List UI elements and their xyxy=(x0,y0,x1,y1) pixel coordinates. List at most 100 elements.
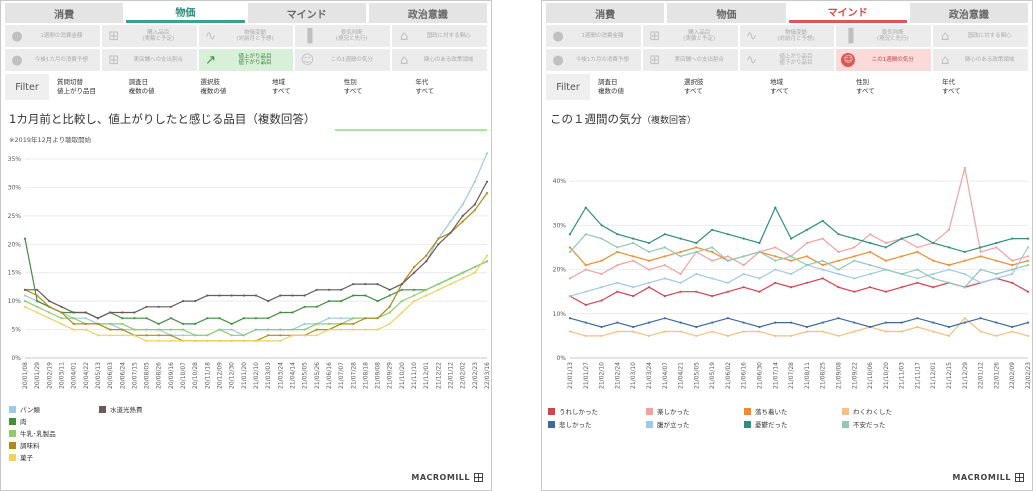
subtab-item[interactable]: ☺ この1週間の気分 xyxy=(295,49,391,71)
chart-subtitle: （複数回答） xyxy=(642,116,697,126)
data-point xyxy=(663,255,666,258)
legend-label: 落ち着いた xyxy=(755,408,788,416)
data-point xyxy=(48,305,51,308)
x-tick-label: 21/10/20 xyxy=(399,362,406,389)
subtab-item[interactable]: ● 1週間の消費金額 xyxy=(5,25,100,47)
data-point xyxy=(774,268,777,271)
data-point xyxy=(279,339,282,342)
legend-label: わくわくした xyxy=(853,408,892,416)
filter-gender[interactable]: 性別 すべて xyxy=(856,78,942,97)
data-point xyxy=(133,317,136,320)
tab-politics[interactable]: 政治意識 xyxy=(368,3,487,23)
data-point xyxy=(1011,281,1014,284)
subtab-item[interactable]: ⌂ 国政に対する関心 xyxy=(392,25,487,47)
data-point xyxy=(758,277,761,280)
filter-button[interactable]: Filter xyxy=(5,74,49,100)
data-point xyxy=(805,281,808,284)
filter-choice[interactable]: 選択肢 すべて xyxy=(684,78,770,97)
legend-item: 腹が立った xyxy=(646,419,690,429)
data-point xyxy=(600,272,603,276)
subtab-item[interactable]: ↗ 値上がり品目 値下がり品目 xyxy=(198,49,294,71)
data-point xyxy=(485,260,489,263)
subtab-item[interactable]: ▐ 景気判断 (現況と先行) xyxy=(295,25,391,47)
data-point xyxy=(449,231,452,234)
data-point xyxy=(616,321,619,324)
filter-region[interactable]: 地域 すべて xyxy=(770,78,856,97)
series-line xyxy=(569,206,1028,253)
subtab-item[interactable]: ∿ 物価変動 (対前月と予想) xyxy=(198,25,294,47)
tab-consumption[interactable]: 消費 xyxy=(546,3,665,23)
tab-mind[interactable]: マインド xyxy=(788,3,907,23)
filter-date[interactable]: 調査日 複数の値 xyxy=(129,78,201,97)
x-tick-label: 21/02/24 xyxy=(614,362,621,389)
data-point xyxy=(616,250,619,253)
chart-title: この１週間の気分（複数回答） xyxy=(550,111,696,127)
data-point xyxy=(84,311,87,314)
subtab-item[interactable]: ∿ 値上がり品目 値下がり品目 xyxy=(739,49,835,71)
x-tick-label: 21/05/26 xyxy=(314,362,321,389)
subtab-label: この1週間の気分 xyxy=(330,56,373,63)
data-point xyxy=(352,328,355,331)
data-point xyxy=(254,339,258,342)
series-line xyxy=(569,317,1029,337)
data-point xyxy=(932,286,935,289)
subtab-item[interactable]: ● 1週間の消費金額 xyxy=(546,25,641,47)
x-tick-label: 20/08/05 xyxy=(144,362,151,389)
data-point xyxy=(449,277,452,280)
y-tick-label: 20% xyxy=(553,267,567,274)
tab-prices[interactable]: 物価 xyxy=(667,3,786,23)
cart-icon: ⊞ xyxy=(649,52,661,68)
x-tick-label: 21/03/24 xyxy=(277,362,284,389)
filter-age[interactable]: 年代 すべて xyxy=(415,78,487,97)
subtab-item[interactable]: ☺ この1週間の気分 xyxy=(836,49,932,71)
tab-prices[interactable]: 物価 xyxy=(126,3,245,23)
filter-age[interactable]: 年代 すべて xyxy=(942,78,1028,97)
x-tick-label: 22/02/02 xyxy=(460,362,467,389)
subtab-item[interactable]: ⊞ 実店舗への支出割合 xyxy=(101,49,197,71)
data-point xyxy=(400,300,403,303)
subtab-item[interactable]: ⌂ 関心のある政策領域 xyxy=(392,49,487,71)
data-point xyxy=(837,268,840,271)
legend-swatch xyxy=(9,405,16,413)
tab-mind[interactable]: マインド xyxy=(247,3,366,23)
x-tick-label: 20/12/09 xyxy=(217,362,224,389)
data-point xyxy=(916,246,919,249)
subtab-item[interactable]: ▐ 景気判断 (現況と先行) xyxy=(836,25,932,47)
subtab-item[interactable]: ⊞ 実店舗への支出割合 xyxy=(642,49,738,71)
data-point xyxy=(600,259,603,262)
legend-swatch xyxy=(9,417,16,425)
filter-question[interactable]: 質問切替 値上がり品目 xyxy=(57,78,129,97)
tab-politics[interactable]: 政治意識 xyxy=(909,3,1028,23)
data-point xyxy=(109,334,112,337)
filter-choice[interactable]: 選択肢 複数の値 xyxy=(200,78,272,97)
data-point xyxy=(291,294,294,297)
filter-gender[interactable]: 性別 すべて xyxy=(344,78,416,97)
filter-value: 複数の値 xyxy=(598,87,624,95)
subtab-item[interactable]: ⊞ 購入品目 (実績と予定) xyxy=(642,25,738,47)
tab-consumption[interactable]: 消費 xyxy=(5,3,124,23)
subtab-item[interactable]: ⌂ 国政に対する関心 xyxy=(933,25,1028,47)
trend-icon: ∿ xyxy=(746,28,758,44)
x-tick-label: 21/01/13 xyxy=(567,362,574,389)
data-point xyxy=(23,305,27,308)
data-point xyxy=(790,259,793,262)
subtab-item[interactable]: ● 今後1カ月の消費予想 xyxy=(5,49,100,71)
data-point xyxy=(869,233,872,236)
legend-item: 水道光熱費 xyxy=(99,404,143,414)
data-point xyxy=(242,334,245,337)
filter-button[interactable]: Filter xyxy=(546,74,590,100)
legend-swatch xyxy=(548,407,555,415)
data-point xyxy=(584,268,587,271)
series-line xyxy=(24,255,488,342)
subtab-item[interactable]: ∿ 物価変動 (対前月と予想) xyxy=(739,25,835,47)
data-point xyxy=(182,300,185,303)
data-point xyxy=(837,233,840,236)
filter-date[interactable]: 調査日 複数の値 xyxy=(598,78,684,97)
x-tick-label: 21/12/01 xyxy=(423,362,430,389)
subtab-item[interactable]: ⌂ 関心のある政策領域 xyxy=(933,49,1028,71)
data-point xyxy=(568,277,572,280)
sub-tabs: ● 1週間の消費金額 ⊞ 購入品目 (実績と予定) ∿ 物価変動 (対前月と予想) ▐ 景気判… xyxy=(5,25,487,71)
filter-region[interactable]: 地域 すべて xyxy=(272,78,344,97)
subtab-item[interactable]: ● 今後1カ月の消費予想 xyxy=(546,49,641,71)
subtab-item[interactable]: ⊞ 購入品目 (実績と予定) xyxy=(101,25,197,47)
